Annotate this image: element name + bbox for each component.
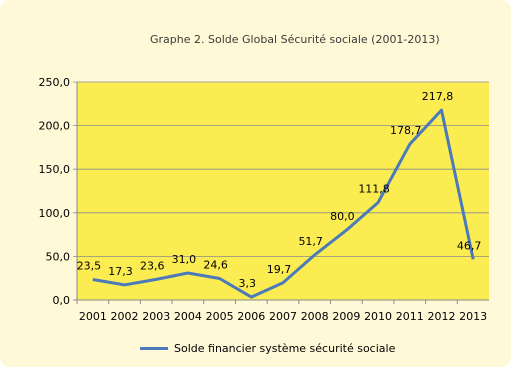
- legend-label: Solde financier système sécurité sociale: [174, 342, 396, 355]
- legend: Solde financier système sécurité sociale: [140, 342, 395, 355]
- data-label: 31,0: [172, 253, 197, 266]
- data-label: 51,7: [298, 235, 323, 248]
- data-label: 111,8: [358, 183, 390, 196]
- x-tick-label: 2006: [237, 310, 265, 323]
- x-tick-label: 2008: [301, 310, 329, 323]
- x-tick-label: 2009: [332, 310, 360, 323]
- data-label: 23,5: [77, 260, 102, 273]
- y-tick-label: 50,0: [46, 250, 71, 263]
- y-axis-ticks: 0,0 50,0 100,0 150,0 200,0 250,0: [39, 76, 71, 307]
- y-tick-label: 250,0: [39, 76, 71, 89]
- data-label: 46,7: [457, 239, 482, 252]
- legend-line-swatch: [140, 347, 168, 350]
- x-tick-label: 2003: [142, 310, 170, 323]
- x-tick-label: 2012: [427, 310, 455, 323]
- y-tick-label: 0,0: [53, 294, 71, 307]
- x-tick-label: 2007: [269, 310, 297, 323]
- data-label: 19,7: [267, 263, 292, 276]
- x-tick-label: 2010: [364, 310, 392, 323]
- x-tick-label: 2001: [79, 310, 107, 323]
- x-tick-label: 2002: [111, 310, 139, 323]
- x-tick-label: 2005: [206, 310, 234, 323]
- data-label: 3,3: [239, 277, 257, 290]
- data-label: 80,0: [330, 210, 355, 223]
- data-label: 17,3: [108, 265, 133, 278]
- data-label: 217,8: [422, 90, 454, 103]
- x-tick-label: 2004: [174, 310, 202, 323]
- data-label: 23,6: [140, 259, 165, 272]
- x-tick-label: 2013: [459, 310, 487, 323]
- chart-title: Graphe 2. Solde Global Sécurité sociale …: [150, 33, 440, 46]
- x-tick-label: 2011: [396, 310, 424, 323]
- y-tick-label: 100,0: [39, 207, 71, 220]
- data-label: 24,6: [203, 259, 228, 272]
- y-tick-label: 200,0: [39, 120, 71, 133]
- x-axis-ticks: 2001 2002 2003 2004 2005 2006 2007 2008 2009 2010…: [76, 300, 487, 323]
- y-tick-label: 150,0: [39, 163, 71, 176]
- data-labels: 23,5 17,3 23,6 31,0 24,6 3,3 19,7 51,7 80,0 111,8…: [77, 90, 482, 290]
- gridlines: [73, 81, 489, 301]
- data-label: 178,7: [390, 124, 422, 137]
- plot-area: [77, 82, 489, 300]
- series-line: [92, 108, 475, 299]
